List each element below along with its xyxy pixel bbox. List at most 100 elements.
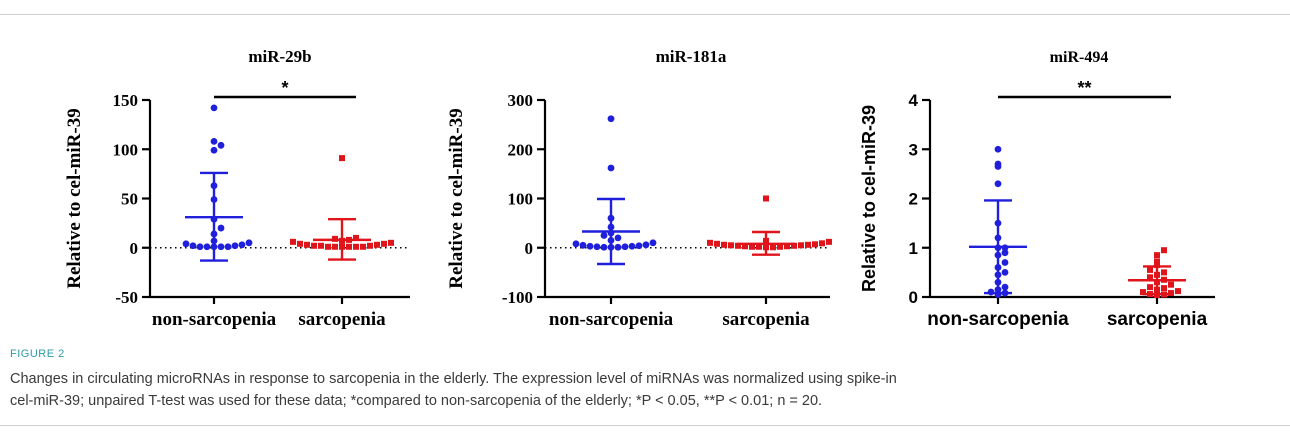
y-tick-label: 50	[121, 190, 138, 209]
data-point-sarcopenia	[721, 241, 727, 248]
chart-panel-mir-29b: miR-29b Relative to cel-miR-39 -50 0 50 100 15…	[64, 47, 410, 330]
data-point-sarcopenia	[763, 237, 769, 244]
data-point-sarcopenia	[1161, 285, 1167, 292]
data-point-non-sarcopenia	[607, 236, 615, 244]
data-point-non-sarcopenia	[238, 241, 246, 249]
y-axis-label: Relative to cel-miR-39	[859, 105, 879, 292]
data-point-sarcopenia	[332, 243, 338, 250]
data-point-sarcopenia	[325, 243, 331, 250]
data-point-non-sarcopenia	[189, 242, 197, 250]
y-tick-label: -50	[115, 288, 138, 307]
data-point-sarcopenia	[749, 243, 755, 250]
x-category-label: sarcopenia	[1107, 309, 1208, 330]
data-point-sarcopenia	[388, 239, 394, 246]
figure-label: FIGURE 2	[10, 348, 65, 360]
data-point-non-sarcopenia	[586, 242, 594, 250]
data-point-non-sarcopenia	[994, 219, 1002, 227]
data-point-sarcopenia	[1161, 291, 1167, 298]
data-point-non-sarcopenia	[642, 241, 650, 249]
y-tick-label: 0	[130, 239, 139, 258]
data-point-non-sarcopenia	[987, 288, 995, 296]
figure-top-border	[0, 14, 1290, 15]
y-tick-label: 200	[508, 140, 534, 159]
data-point-sarcopenia	[756, 243, 762, 250]
data-point-non-sarcopenia	[994, 264, 1002, 271]
data-point-non-sarcopenia	[217, 141, 225, 149]
data-point-sarcopenia	[1140, 289, 1146, 296]
chart-panel-mir-494: miR-494 Relative to cel-miR-39 0 1 2 3 4 non-sa…	[859, 49, 1215, 330]
x-category-label: non-sarcopenia	[152, 309, 277, 330]
data-point-non-sarcopenia	[1001, 244, 1009, 252]
data-point-sarcopenia	[1147, 274, 1153, 281]
data-point-sarcopenia	[763, 244, 769, 251]
data-point-non-sarcopenia	[628, 242, 636, 250]
data-point-sarcopenia	[381, 240, 387, 247]
data-point-sarcopenia	[339, 155, 345, 162]
data-point-sarcopenia	[290, 238, 296, 245]
y-tick-label: 100	[508, 190, 534, 209]
data-point-non-sarcopenia	[600, 243, 608, 251]
data-point-sarcopenia	[1154, 292, 1160, 299]
y-tick-label: 1	[909, 239, 918, 258]
data-point-sarcopenia	[1168, 281, 1174, 288]
data-point-sarcopenia	[1154, 271, 1160, 278]
data-point-non-sarcopenia	[994, 286, 1002, 294]
data-point-sarcopenia	[1147, 266, 1153, 273]
x-category-label: sarcopenia	[722, 309, 810, 330]
x-category-label: sarcopenia	[298, 309, 386, 330]
data-point-sarcopenia	[812, 241, 818, 248]
data-point-non-sarcopenia	[203, 243, 211, 251]
data-point-non-sarcopenia	[614, 234, 622, 242]
data-point-non-sarcopenia	[210, 137, 218, 145]
data-point-non-sarcopenia	[245, 239, 253, 247]
data-point-non-sarcopenia	[994, 234, 1002, 242]
data-point-sarcopenia	[1154, 286, 1160, 293]
data-point-sarcopenia	[353, 234, 359, 241]
data-point-sarcopenia	[353, 243, 359, 250]
significance-marker: *	[281, 78, 288, 98]
data-point-sarcopenia	[304, 241, 310, 248]
data-point-non-sarcopenia	[994, 278, 1002, 286]
data-point-non-sarcopenia	[210, 230, 218, 238]
figure-caption: Changes in circulating microRNAs in resp…	[10, 368, 1270, 412]
y-tick-label: 150	[113, 91, 139, 110]
chart-panel-mir-181a: miR-181a Relative to cel-miR-39 -100 0 100 20…	[446, 47, 832, 330]
data-point-non-sarcopenia	[607, 243, 615, 251]
data-point-non-sarcopenia	[621, 243, 629, 251]
y-axis-label: Relative to cel-miR-39	[446, 108, 467, 288]
y-tick-label: 2	[909, 190, 918, 209]
data-point-sarcopenia	[367, 242, 373, 249]
data-point-non-sarcopenia	[210, 146, 218, 154]
data-point-non-sarcopenia	[217, 243, 225, 251]
data-point-sarcopenia	[374, 241, 380, 248]
data-point-sarcopenia	[1147, 291, 1153, 298]
data-point-non-sarcopenia	[635, 242, 643, 250]
data-point-non-sarcopenia	[572, 240, 580, 248]
data-point-sarcopenia	[798, 242, 804, 249]
data-point-non-sarcopenia	[994, 251, 1002, 259]
data-point-non-sarcopenia	[210, 243, 218, 251]
data-point-sarcopenia	[1175, 288, 1181, 295]
chart-title: miR-29b	[248, 47, 311, 66]
data-point-sarcopenia	[805, 241, 811, 248]
data-point-non-sarcopenia	[224, 243, 232, 251]
data-point-sarcopenia	[770, 244, 776, 251]
data-point-sarcopenia	[339, 237, 345, 244]
data-point-non-sarcopenia	[994, 160, 1002, 168]
y-tick-label: -100	[502, 288, 533, 307]
data-point-non-sarcopenia	[210, 237, 218, 245]
figure-bottom-border	[0, 425, 1290, 426]
data-point-non-sarcopenia	[182, 240, 190, 248]
significance-marker: **	[1077, 78, 1091, 98]
data-point-sarcopenia	[297, 240, 303, 247]
data-point-non-sarcopenia	[593, 243, 601, 251]
data-point-non-sarcopenia	[579, 241, 587, 249]
y-tick-label: 0	[525, 239, 534, 258]
data-point-sarcopenia	[339, 243, 345, 250]
data-point-non-sarcopenia	[607, 214, 615, 222]
data-point-sarcopenia	[1168, 290, 1174, 297]
data-point-non-sarcopenia	[994, 291, 1002, 298]
data-point-non-sarcopenia	[649, 239, 657, 247]
data-point-sarcopenia	[728, 242, 734, 249]
figure-caption-line-1: Changes in circulating microRNAs in resp…	[10, 371, 897, 387]
